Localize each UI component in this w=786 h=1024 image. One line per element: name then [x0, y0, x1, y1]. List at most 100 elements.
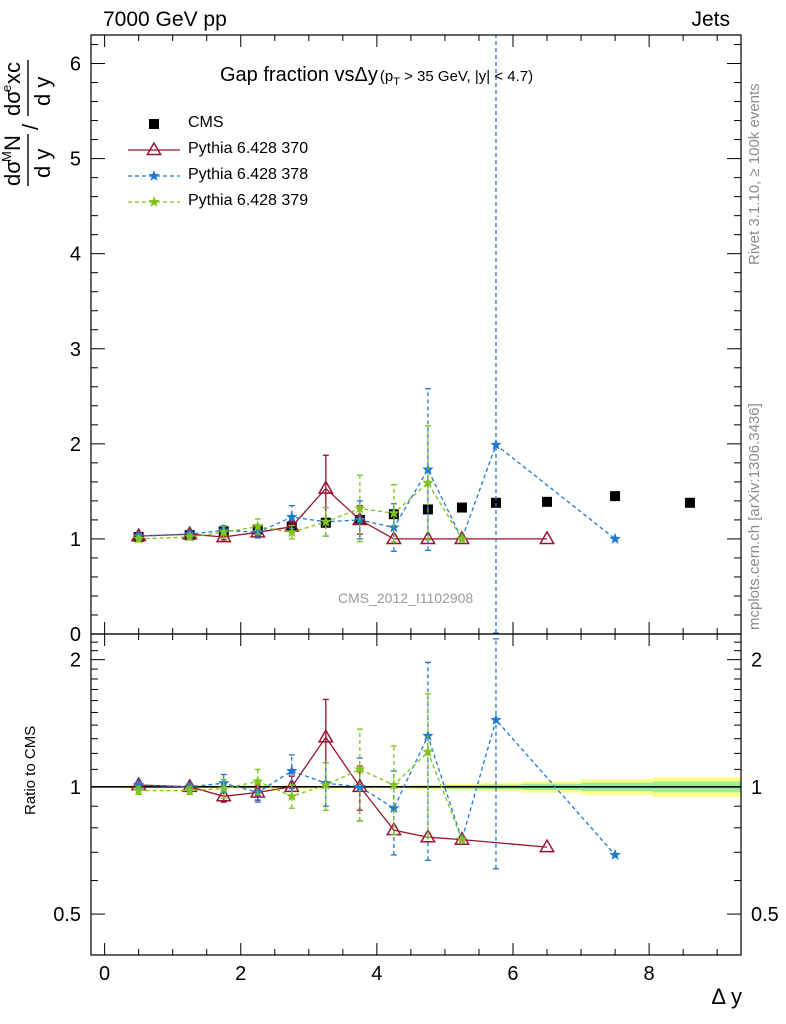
ratio-pythia-370-point — [317, 728, 334, 743]
main-pythia-379-point — [218, 526, 230, 538]
ratio-pythia-379-point — [320, 779, 332, 790]
main-y-tick-label: 3 — [70, 339, 81, 361]
main-y-tick-label: 5 — [70, 149, 81, 171]
x-tick-label: 2 — [235, 963, 246, 985]
legend-marker-pythia-379 — [148, 196, 160, 207]
main-cms-group — [133, 491, 695, 543]
main-pythia-370-point — [419, 530, 436, 545]
ratio-pythia-379-point — [218, 782, 230, 794]
ratio-pythia-379-line — [138, 750, 463, 840]
x-tick-label: 6 — [507, 963, 518, 985]
main-pythia-379-point — [320, 515, 332, 527]
ylab-slash: / — [18, 123, 43, 130]
ratio-pythia-370-group — [130, 698, 555, 853]
x-tick-label: 8 — [644, 963, 655, 985]
ratio-pythia-378-point — [132, 779, 145, 790]
ratio-pythia-379-point — [286, 790, 298, 802]
ratio-pythia-379-point — [183, 784, 196, 796]
main-cms-point — [610, 491, 621, 502]
ratio-pythia-379-point — [132, 784, 145, 796]
mcplots-label: mcplots.cern.ch [arXiv:1306.3436] — [746, 403, 763, 630]
plot-title: Gap fraction vsΔy (pT > 35 GeV, |y| < 4.7… — [220, 64, 533, 88]
main-pythia-379-point — [456, 532, 468, 544]
main-pythia-378-group — [132, 35, 621, 634]
main-pythia-379-line — [138, 481, 463, 540]
ratio-pythia-370-point — [419, 828, 436, 843]
main-pythia-379-group — [132, 425, 468, 544]
main-pythia-379-point — [354, 502, 366, 514]
main-y-tick-label: 1 — [70, 529, 81, 551]
main-cms-point — [684, 497, 695, 508]
ratio-pythia-378-point — [286, 765, 298, 776]
main-pythia-370-point — [539, 530, 555, 545]
ratio-pythia-378-point — [354, 780, 366, 792]
main-y-tick-label: 4 — [70, 244, 81, 266]
legend-item-cms: CMS — [188, 114, 224, 131]
analysis-name-label: CMS_2012_I1102908 — [338, 590, 474, 606]
ylab-den2: d y — [30, 77, 55, 106]
legend-marker-cms — [149, 119, 159, 129]
x-axis-label: Δ y — [711, 984, 742, 1009]
ratio-pythia-379-point — [252, 775, 264, 787]
main-cms-point — [490, 497, 501, 508]
main-pythia-370-point — [317, 480, 334, 494]
ratio-pythia-379-point — [422, 745, 434, 757]
legend-marker-pythia-370 — [146, 141, 162, 156]
main-pythia-370-point — [215, 528, 232, 543]
ylab-num2: dσ — [2, 90, 25, 116]
main-pythia-370-line — [138, 487, 547, 540]
ratio-y-tick-label-right: 1 — [751, 777, 762, 799]
collision-energy-label: 7000 GeV pp — [103, 8, 227, 31]
ratio-y-tick-label-left: 1 — [70, 777, 81, 799]
ratio-pythia-378-group — [132, 638, 621, 870]
main-y-axis-label: dσMNd y/dσexcd y — [2, 60, 55, 186]
ylab-num1-sup: M — [2, 151, 14, 162]
main-y-tick-label: 6 — [70, 54, 81, 76]
ratio-pythia-379-group — [132, 693, 468, 845]
ratio-pythia-378-point — [490, 713, 502, 725]
plot-title-main: Gap fraction vsΔy — [220, 64, 378, 86]
ylab-num1-b: N — [2, 135, 25, 151]
x-tick-label: 4 — [371, 963, 382, 985]
main-pythia-379-point — [132, 532, 145, 544]
main-cms-point — [456, 502, 467, 513]
legend-marker-pythia-378 — [148, 170, 160, 181]
main-pythia-379-point — [422, 476, 434, 488]
ratio-pythia-378-point — [388, 802, 400, 814]
main-pythia-379-point — [388, 507, 400, 519]
ylab-num2-b: xc — [2, 62, 25, 84]
ratio-pythia-378-line — [138, 718, 616, 856]
ratio-y-axis-label: Ratio to CMS — [22, 725, 39, 815]
main-pythia-379-point — [183, 531, 196, 542]
main-pythia-379-point — [252, 520, 264, 532]
main-cms-point — [542, 496, 553, 507]
ratio-pythia-379-point — [354, 763, 366, 775]
main-pythia-378-point — [609, 532, 621, 544]
x-tick-label: 0 — [99, 963, 110, 985]
ylab-num1: dσ — [2, 160, 25, 186]
rivet-version-label: Rivet 3.1.10, ≥ 100k events — [746, 83, 763, 265]
ratio-y-tick-label-right: 0.5 — [751, 904, 779, 926]
main-pythia-378-line — [138, 443, 616, 541]
ratio-pythia-370-point — [215, 787, 232, 802]
main-pythia-378-point — [286, 511, 298, 522]
plot-title-cut: (pT > 35 GeV, |y| < 4.7) — [379, 68, 534, 88]
legend-item-pythia-370: Pythia 6.428 370 — [188, 140, 309, 157]
process-label: Jets — [691, 8, 730, 31]
main-pythia-379-point — [286, 526, 298, 538]
main-y-tick-label: 2 — [70, 434, 81, 456]
legend-item-pythia-379: Pythia 6.428 379 — [188, 192, 309, 209]
ratio-pythia-379-point — [456, 833, 468, 845]
main-y-tick-label: 0 — [70, 624, 81, 646]
main-pythia-378-point — [490, 438, 502, 450]
ylab-num2-sup: e — [2, 85, 14, 92]
legend-item-pythia-378: Pythia 6.428 378 — [188, 166, 309, 183]
ratio-y-tick-label-right: 2 — [751, 650, 762, 672]
ratio-pythia-379-point — [388, 779, 400, 790]
main-pythia-370-group — [130, 454, 555, 545]
main-y-label-group: dσMNd y/dσexcd y — [2, 60, 55, 186]
ratio-y-tick-label-left: 0.5 — [53, 904, 81, 926]
ratio-y-tick-label-left: 2 — [70, 650, 81, 672]
ratio-panel-frame — [90, 633, 742, 956]
